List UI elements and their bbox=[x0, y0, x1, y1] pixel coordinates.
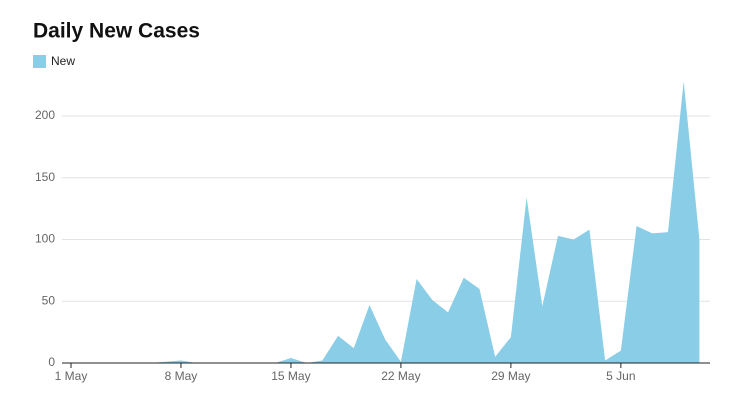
y-tick-label: 100 bbox=[35, 232, 55, 246]
x-tick-label: 5 Jun bbox=[606, 369, 635, 383]
y-tick-label: 50 bbox=[42, 293, 56, 307]
x-tick-label: 1 May bbox=[55, 369, 88, 383]
legend-swatch bbox=[33, 55, 46, 68]
x-tick-label: 15 May bbox=[271, 369, 310, 383]
y-tick-label: 150 bbox=[35, 170, 55, 184]
x-tick-label: 29 May bbox=[491, 369, 530, 383]
x-tick-label: 22 May bbox=[381, 369, 420, 383]
y-tick-label: 200 bbox=[35, 108, 55, 122]
area bbox=[71, 81, 700, 363]
legend-label: New bbox=[51, 54, 75, 68]
x-tick-label: 8 May bbox=[165, 369, 198, 383]
y-tick-label: 0 bbox=[48, 355, 55, 369]
chart-title: Daily New Cases bbox=[33, 20, 200, 43]
